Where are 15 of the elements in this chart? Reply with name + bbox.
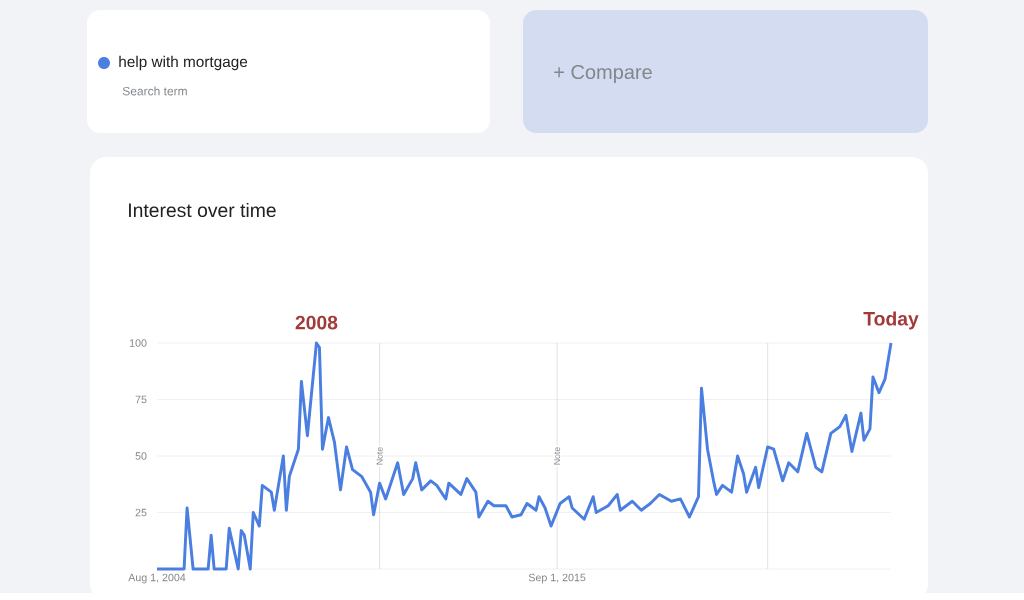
ref-line-label: Note xyxy=(554,447,561,465)
text: + Compare xyxy=(554,64,652,84)
y-tick-label: 100 xyxy=(129,339,147,347)
y-tick-label: 75 xyxy=(135,395,147,404)
line-series xyxy=(155,341,893,571)
chart-title: Interest over time xyxy=(129,202,276,218)
y-tick-label: 25 xyxy=(135,508,147,517)
annotation: Today xyxy=(863,311,919,330)
ref-line-label: Note xyxy=(376,447,383,465)
y-tick-label: 50 xyxy=(135,452,147,460)
annotation: 2008 xyxy=(295,315,338,330)
legend-label: help with mortgage xyxy=(119,55,248,71)
text: Search term xyxy=(122,86,187,96)
x-tick-label: Sep 1, 2015 xyxy=(528,573,586,584)
x-tick-label: Aug 1, 2004 xyxy=(128,573,186,584)
